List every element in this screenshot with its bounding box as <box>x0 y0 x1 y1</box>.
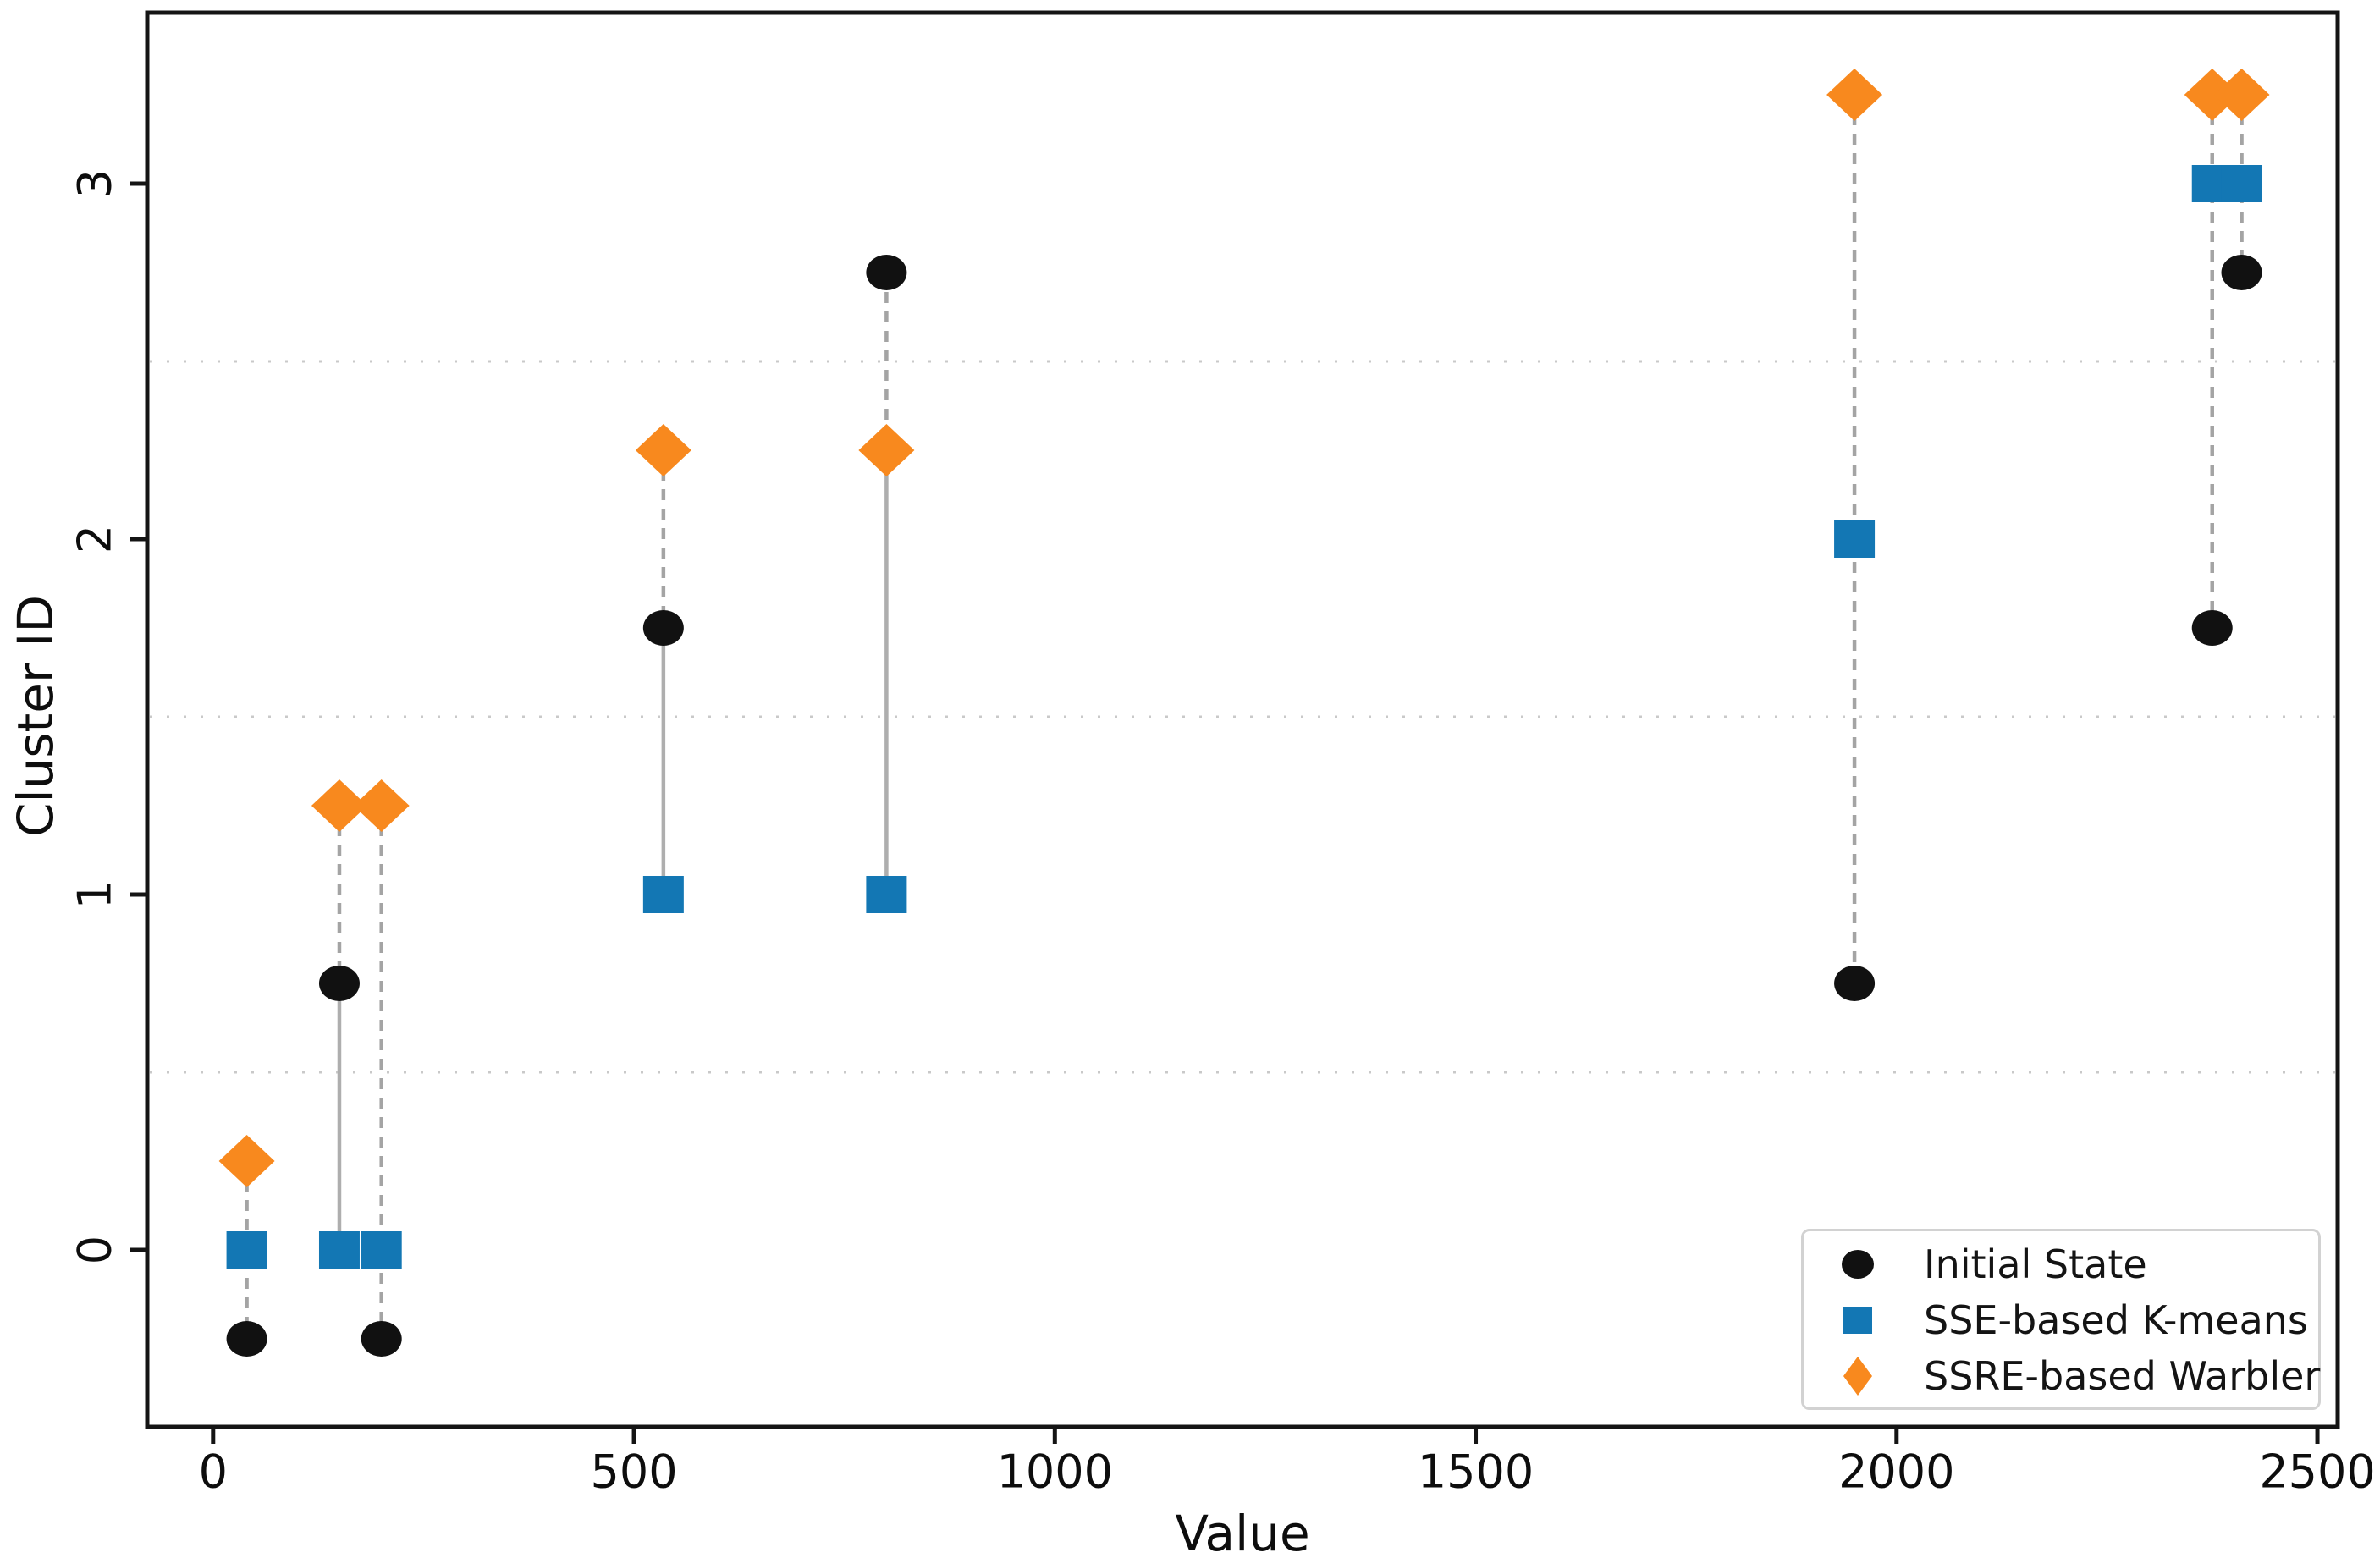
data-point-square <box>866 876 907 913</box>
x-tick-label: 0 <box>199 1445 228 1499</box>
data-point-diamond <box>311 779 367 832</box>
data-point-circle <box>1834 966 1876 1001</box>
data-point-diamond <box>635 424 691 476</box>
data-point-square <box>1834 520 1876 558</box>
data-point-square <box>642 876 684 913</box>
x-tick-label: 2500 <box>2259 1445 2375 1499</box>
data-point-diamond <box>2184 69 2240 121</box>
data-point-square <box>361 1231 402 1269</box>
y-tick-label: 3 <box>69 169 122 198</box>
x-tick-label: 500 <box>591 1445 678 1499</box>
legend-item-label: SSE-based K-means <box>1924 1297 2308 1343</box>
data-point-square <box>226 1231 267 1269</box>
data-point-diamond <box>2213 69 2270 121</box>
x-tick-label: 2000 <box>1838 1445 1954 1499</box>
data-point-circle <box>361 1321 402 1357</box>
y-tick-label: 0 <box>69 1236 122 1264</box>
diamond-marker-icon <box>1837 1357 1878 1396</box>
data-point-diamond <box>353 779 410 832</box>
y-axis-title: Cluster ID <box>7 594 64 838</box>
data-point-square <box>318 1231 360 1269</box>
legend-item-ssre-warbler: SSRE-based Warbler <box>1837 1348 2321 1404</box>
data-point-circle <box>318 966 360 1001</box>
x-tick-label: 1500 <box>1418 1445 1534 1499</box>
data-point-circle <box>642 610 684 646</box>
data-point-circle <box>226 1321 267 1357</box>
data-point-diamond <box>858 424 915 476</box>
x-axis-title: Value <box>1175 1505 1310 1558</box>
plot-border <box>145 10 2340 1429</box>
legend-item-label: SSRE-based Warbler <box>1924 1353 2321 1399</box>
y-tick-label: 1 <box>69 880 122 909</box>
legend-item-label: Initial State <box>1924 1241 2147 1287</box>
data-point-circle <box>2191 610 2233 646</box>
legend: Initial State SSE-based K-means SSRE-bas… <box>1801 1229 2321 1410</box>
data-point-diamond <box>218 1135 275 1187</box>
legend-item-sse-kmeans: SSE-based K-means <box>1837 1292 2318 1348</box>
y-tick-label: 2 <box>69 525 122 553</box>
square-marker-icon <box>1837 1307 1878 1334</box>
circle-marker-icon <box>1837 1250 1878 1279</box>
data-point-circle <box>2221 255 2262 290</box>
legend-item-initial-state: Initial State <box>1837 1236 2318 1292</box>
data-point-circle <box>866 255 907 290</box>
data-point-square <box>2221 165 2262 202</box>
x-tick-label: 1000 <box>997 1445 1113 1499</box>
data-point-diamond <box>1826 69 1883 121</box>
